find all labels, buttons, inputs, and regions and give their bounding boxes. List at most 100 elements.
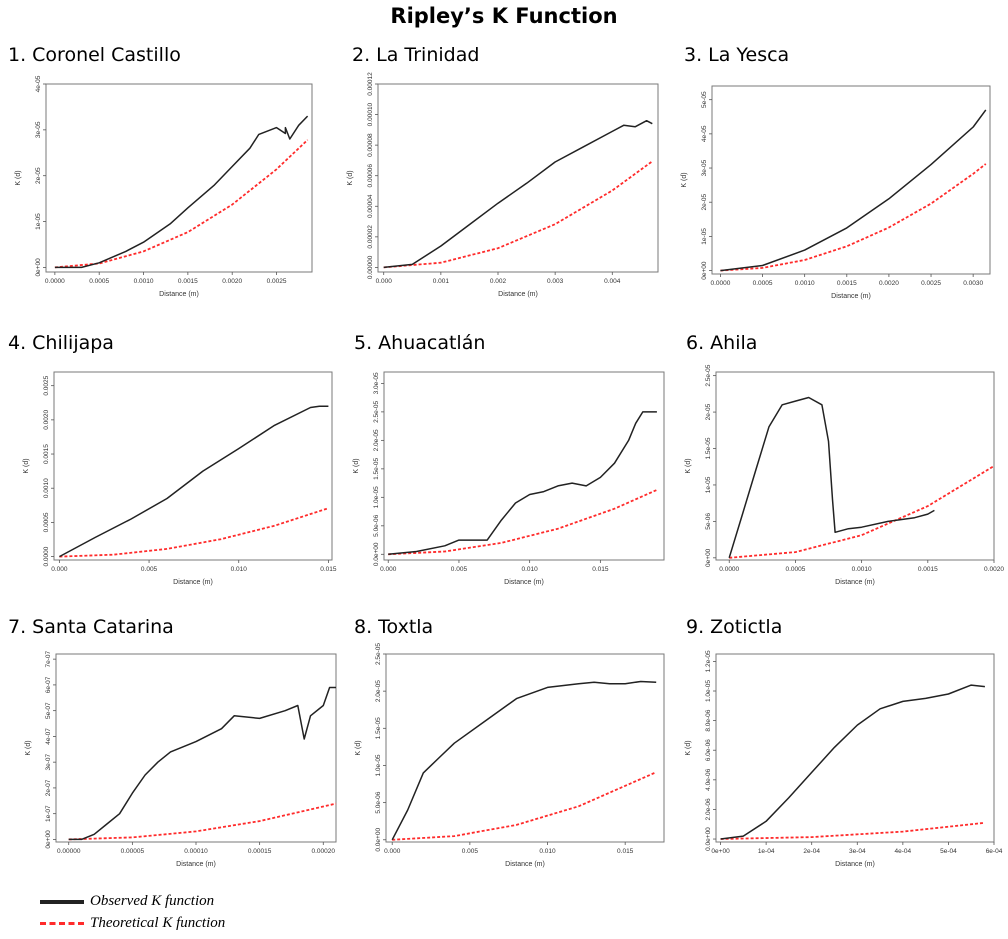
observed-k-line xyxy=(59,405,329,558)
y-tick-label: 3e-05 xyxy=(701,159,708,176)
x-tick-label: 0.010 xyxy=(231,566,248,573)
panel-title-5: 5. Ahuacatlán xyxy=(354,332,486,354)
x-tick-label: 0.0020 xyxy=(222,278,242,285)
x-tick-label: 0.001 xyxy=(433,278,450,285)
panel-title-8: 8. Toxtla xyxy=(354,616,434,638)
y-axis-label: K (d) xyxy=(355,740,362,755)
y-tick-label: 0.0015 xyxy=(43,444,50,464)
chart-panel-9: 0e+00 1e-04 2e-04 3e-04 4e-04 5e-04 6e-04 0.0e+… xyxy=(685,650,1003,868)
plot-frame xyxy=(377,83,659,273)
y-tick-label: 5.0e-06 xyxy=(373,514,380,536)
x-tick-label: 0.0030 xyxy=(963,280,983,287)
x-tick-label: 0.0015 xyxy=(837,280,857,287)
chart-panel-5: 0.000 0.005 0.010 0.015 0.0e+00 5.0e-06 1.0e-0… xyxy=(353,371,665,586)
y-tick-label: 4e-05 xyxy=(35,75,42,92)
y-tick-label: 0.0e+00 xyxy=(375,828,382,852)
x-tick-label: 0.010 xyxy=(539,848,556,855)
panel-title-3: 3. La Yesca xyxy=(684,44,790,66)
x-tick-label: 0.005 xyxy=(141,566,158,573)
y-axis-label: K (d) xyxy=(681,172,688,187)
x-tick-label: 0.015 xyxy=(617,848,634,855)
theoretical-k-line xyxy=(388,489,658,556)
y-tick-label: 0.00006 xyxy=(367,164,374,188)
y-tick-label: 2e-05 xyxy=(701,194,708,211)
plot-frame xyxy=(711,85,991,275)
y-tick-label: 0.0010 xyxy=(43,478,50,498)
x-tick-label: 0.000 xyxy=(380,566,397,573)
chart-panel-1: 0.0000 0.0005 0.0010 0.0015 0.0020 0.0025 0e+0… xyxy=(15,75,313,298)
y-axis-label: K (d) xyxy=(685,740,692,755)
x-tick-label: 0.00015 xyxy=(248,848,272,855)
x-tick-label: 0.003 xyxy=(547,278,564,285)
observed-k-line xyxy=(388,411,657,556)
y-tick-label: 1e-05 xyxy=(705,476,712,493)
theoretical-k-line xyxy=(392,771,657,841)
panel-title-7: 7. Santa Catarina xyxy=(8,616,174,638)
panel-title-2: 2. La Trinidad xyxy=(352,44,480,66)
x-tick-label: 0.0015 xyxy=(178,278,198,285)
y-tick-label: 2e-07 xyxy=(45,779,52,796)
x-tick-label: 0.00020 xyxy=(312,848,336,855)
y-tick-label: 2.5e-05 xyxy=(705,364,712,386)
y-axis-label: K (d) xyxy=(23,458,30,473)
x-tick-label: 5e-04 xyxy=(940,848,957,855)
y-tick-label: 2.0e-05 xyxy=(375,680,382,702)
y-tick-label: 6.0e-06 xyxy=(705,739,712,761)
y-tick-label: 0.00000 xyxy=(367,255,374,279)
plot-frame xyxy=(45,83,313,273)
x-axis-label: Distance (m) xyxy=(835,579,875,586)
x-tick-label: 0.0010 xyxy=(852,566,872,573)
y-tick-label: 0.00012 xyxy=(367,72,374,96)
y-tick-label: 1e-07 xyxy=(45,805,52,822)
y-tick-label: 1.5e-05 xyxy=(373,457,380,479)
y-tick-label: 0.00002 xyxy=(367,225,374,249)
x-axis-label: Distance (m) xyxy=(159,291,199,298)
legend-theoretical: Theoretical K function xyxy=(40,915,225,932)
x-tick-label: 0.0000 xyxy=(45,278,65,285)
y-tick-label: 0.00008 xyxy=(367,133,374,157)
y-tick-label: 5e-05 xyxy=(701,91,708,108)
x-tick-label: 0.0010 xyxy=(134,278,154,285)
chart-panel-3: 0.0000 0.0005 0.0010 0.0015 0.0020 0.0025 0.00… xyxy=(681,85,991,300)
y-tick-label: 2.5e-05 xyxy=(373,400,380,422)
theoretical-k-line xyxy=(383,160,653,269)
panel-title-1: 1. Coronel Castillo xyxy=(8,44,181,66)
x-tick-label: 0.000 xyxy=(51,566,68,573)
x-tick-label: 0.0025 xyxy=(267,278,287,285)
y-tick-label: 0.0e+00 xyxy=(705,827,712,851)
y-tick-label: 5.0e-06 xyxy=(375,791,382,813)
chart-panel-4: 0.000 0.005 0.010 0.015 0.0000 0.0005 0.0010 0.… xyxy=(23,371,337,586)
x-tick-label: 0.0005 xyxy=(753,280,773,287)
x-tick-label: 0.00005 xyxy=(121,848,145,855)
y-tick-label: 1.0e-05 xyxy=(705,680,712,702)
observed-k-line xyxy=(391,680,657,841)
x-tick-label: 0.005 xyxy=(451,566,468,573)
theoretical-k-line xyxy=(68,802,337,841)
y-tick-label: 0.0000 xyxy=(43,546,50,566)
y-tick-label: 5e-07 xyxy=(45,702,52,719)
legend-theoretical-label: Theoretical K function xyxy=(90,915,226,931)
figure-title: Ripley’s K Function xyxy=(390,4,618,28)
x-tick-label: 0.015 xyxy=(592,566,609,573)
y-tick-label: 3e-05 xyxy=(35,121,42,138)
observed-k-line xyxy=(54,115,309,269)
y-tick-label: 0e+00 xyxy=(45,830,52,849)
y-axis-label: K (d) xyxy=(685,458,692,473)
theoretical-k-line xyxy=(720,821,985,840)
y-tick-label: 0.0020 xyxy=(43,410,50,430)
plot-frame xyxy=(385,653,665,843)
y-tick-label: 1.0e-05 xyxy=(375,754,382,776)
x-tick-label: 0.0000 xyxy=(710,280,730,287)
x-tick-label: 0.0000 xyxy=(719,566,739,573)
y-axis-label: K (d) xyxy=(25,740,32,755)
theoretical-line-swatch xyxy=(40,922,84,925)
y-tick-label: 0.0e+00 xyxy=(373,542,380,566)
x-tick-label: 0.0005 xyxy=(89,278,109,285)
theoretical-k-line xyxy=(729,465,995,559)
x-axis-label: Distance (m) xyxy=(504,579,544,586)
observed-k-line xyxy=(720,684,985,840)
x-axis-label: Distance (m) xyxy=(173,579,213,586)
observed-k-line xyxy=(728,396,935,559)
x-axis-label: Distance (m) xyxy=(176,861,216,868)
y-tick-label: 4e-07 xyxy=(45,728,52,745)
